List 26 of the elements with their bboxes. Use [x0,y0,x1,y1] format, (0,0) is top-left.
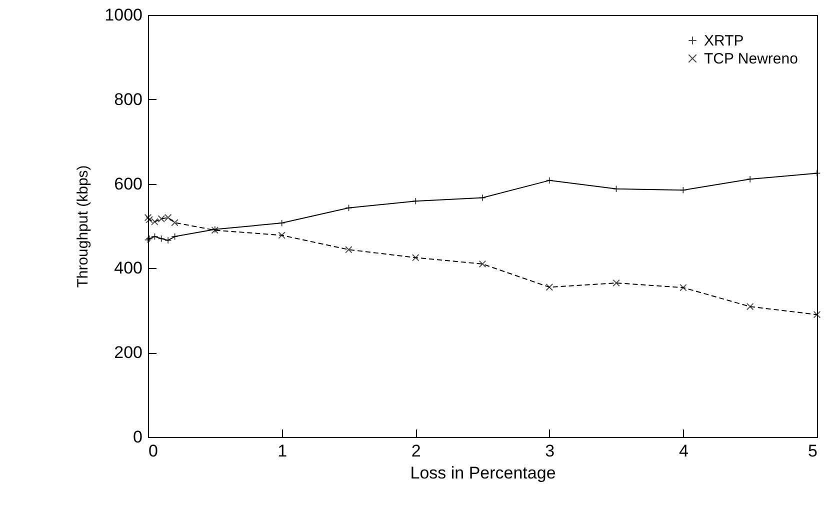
point [278,232,286,239]
point [345,246,352,254]
y-tick-label: 200 [114,343,142,362]
y-tick-label: 0 [133,428,142,446]
y-tick-label: 800 [114,90,142,109]
point [746,302,754,310]
x-tick-label: 5 [808,442,818,460]
y-tick-label: 600 [114,174,142,194]
point [478,260,486,268]
point [171,218,178,226]
point [680,284,687,292]
point [412,254,420,262]
x-tick-label: 3 [545,442,555,460]
y-tick-label: 400 [114,258,142,278]
x-tick-label: 1 [278,442,288,460]
y-axis-title: Throughput (kbps) [74,165,92,288]
x-tick-label: 0 [148,442,158,460]
x-axis-title: Loss in Percentage [410,464,556,482]
point [612,279,620,287]
legend-label: TCP Newreno [704,50,798,68]
x-tick-label: 2 [411,442,421,460]
point [546,284,554,291]
x-tick-label: 4 [678,442,688,460]
point [813,310,821,318]
y-tick-label: 1000 [104,6,142,24]
legend-label: XRTP [704,32,744,50]
